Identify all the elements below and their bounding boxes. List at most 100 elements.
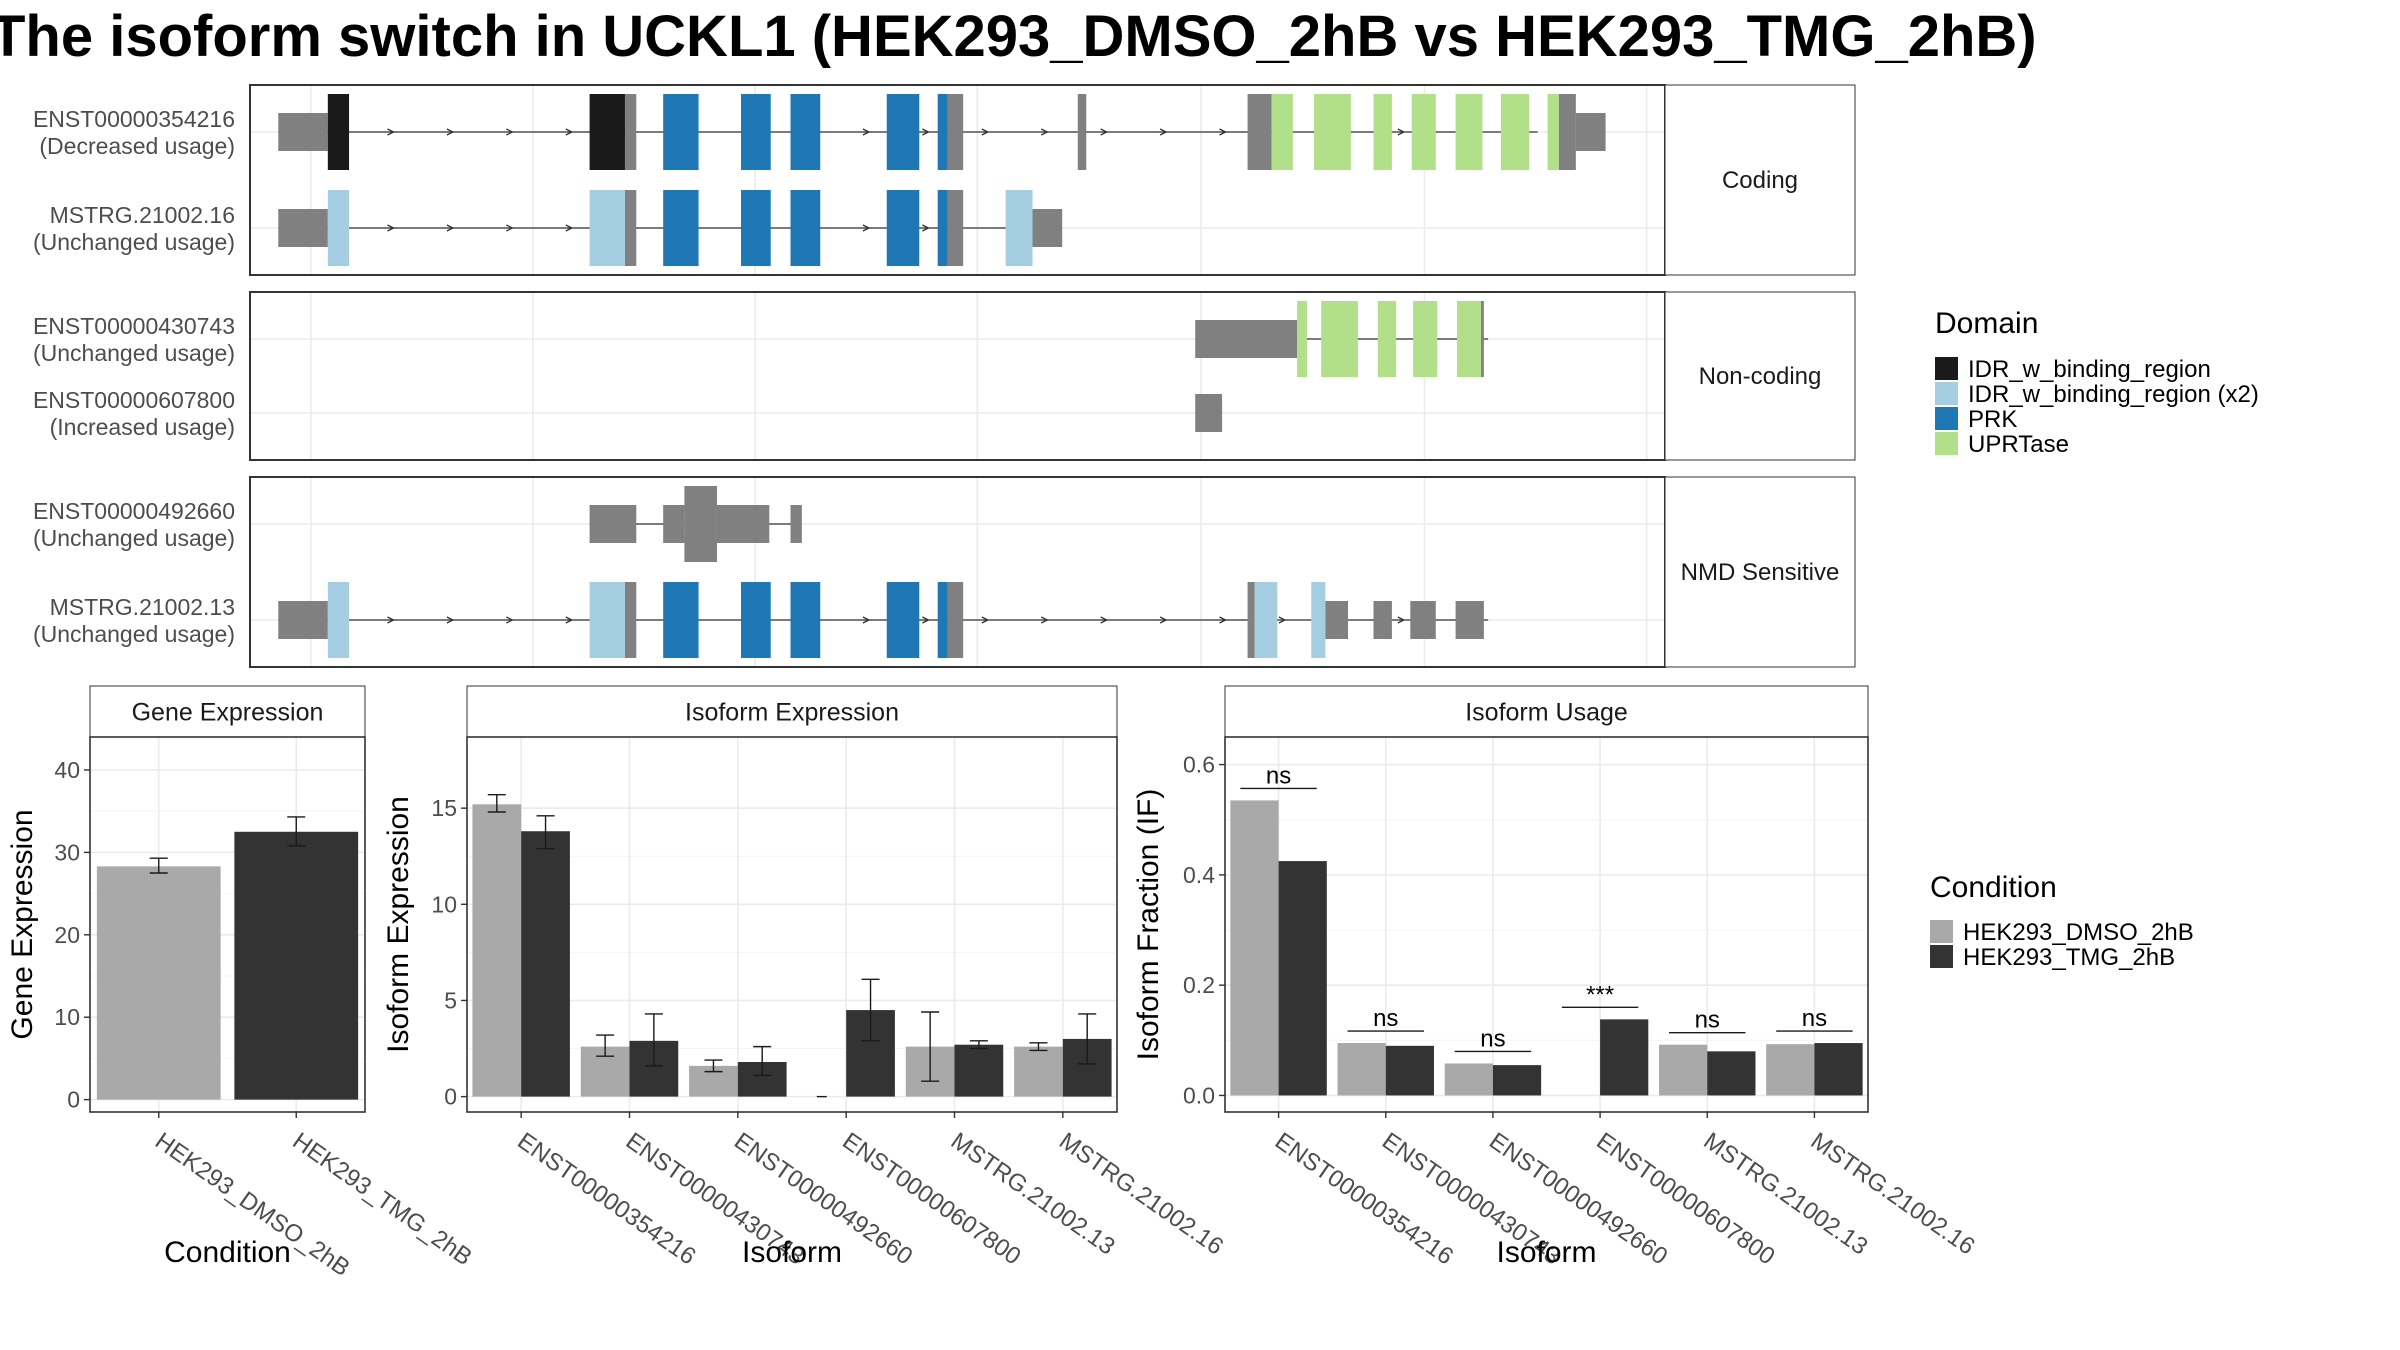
significance-label: ns [1802,1005,1827,1032]
exon-block [1575,113,1606,151]
strand-arrow [387,224,395,232]
domain-block [741,190,771,266]
significance-label: ns [1266,762,1291,789]
domain-block [886,94,920,170]
domain-block [1254,582,1278,658]
y-tick-label: 0 [67,1087,80,1113]
strand-arrow [1159,128,1168,136]
domain-block [1271,94,1293,170]
domain-block [1377,301,1397,377]
chart-border [89,736,366,1113]
domain-block [886,582,920,658]
exon-block [278,113,328,151]
bar [1814,1043,1863,1096]
exon-block [947,582,964,658]
strand-arrow [1219,128,1227,136]
domain-block [663,94,699,170]
domain-block [1005,190,1033,266]
transcript-id: ENST00000430743 [33,313,235,339]
transcript-usage: (Unchanged usage) [33,525,235,551]
exon-block [1077,94,1087,170]
domain-block [790,190,821,266]
legend-label: IDR_w_binding_region (x2) [1968,381,2259,408]
bar [521,831,570,1097]
domain-block [1411,94,1436,170]
strand-arrow [506,128,514,136]
y-axis-label: Gene Expression [6,809,39,1039]
strand-arrow [922,128,930,136]
exon-block [790,505,802,543]
transcript-usage: (Increased usage) [50,414,235,440]
transcript-id: ENST00000492660 [33,498,235,524]
transcript-usage: (Unchanged usage) [33,621,235,647]
panel-strip [1664,291,1856,461]
bar [1600,1019,1649,1096]
exon-block [1247,94,1272,170]
bar [1337,1043,1386,1096]
domain-block [327,582,350,658]
y-tick-label: 10 [431,891,457,917]
x-tick-label: ENST00000354216 [1270,1127,1458,1270]
exon-block [624,190,637,266]
strand-arrow [862,128,871,136]
y-axis-label: Isoform Expression [382,796,415,1053]
exon-block [589,505,637,543]
strand-arrow [1040,616,1049,624]
chart-title: Isoform Usage [1465,699,1628,727]
domain-block [589,94,625,170]
domain-block [1321,301,1358,377]
bar [1659,1044,1708,1096]
bar [234,831,359,1100]
exon-block [278,209,328,247]
exon-block [947,94,964,170]
panel-strip [1664,84,1856,276]
bar [1492,1065,1542,1096]
strand-arrow [1397,128,1406,136]
bar [1278,861,1327,1096]
significance-label: ns [1373,1005,1398,1032]
exon-block [278,601,328,639]
domain-block [937,190,948,266]
domain-block [327,190,350,266]
strand-arrow [1100,128,1109,136]
legend-label: IDR_w_binding_region [1968,356,2211,383]
domain-block [790,582,821,658]
strand-arrow [862,224,871,232]
bar [1444,1063,1493,1096]
transcript-usage: (Decreased usage) [39,133,235,159]
x-tick-label: ENST00000354216 [512,1127,700,1270]
legend-key [1935,382,1958,405]
significance-label: *** [1586,981,1614,1008]
panel-strip-label: NMD Sensitive [1681,559,1840,586]
transcript-id: MSTRG.21002.13 [50,594,235,620]
bar [1385,1045,1434,1096]
strand-arrow [922,224,930,232]
x-tick-label: ENST00000607800 [837,1127,1025,1270]
domain-block [1413,301,1438,377]
domain-block [663,190,699,266]
y-tick-label: 0.2 [1183,972,1215,998]
y-tick-label: 0 [444,1084,457,1110]
exon-block [1455,601,1484,639]
exon-block [1195,394,1223,432]
transcript-id: ENST00000354216 [33,106,235,132]
domain-block [1311,582,1326,658]
strand-arrow [1397,616,1406,624]
bar [954,1044,1004,1097]
y-tick-label: 20 [54,922,80,948]
y-tick-label: 0.0 [1183,1082,1215,1108]
domain-legend: Domain IDR_w_binding_regionIDR_w_binding_… [1935,307,2259,458]
domain-block [589,190,625,266]
transcript-usage: (Unchanged usage) [33,229,235,255]
x-axis-label: Condition [164,1236,291,1269]
significance-label: ns [1695,1007,1720,1034]
legend-key [1935,432,1958,455]
strand-arrow [1159,616,1168,624]
chart-strip [466,685,1118,738]
strand-arrow [506,616,514,624]
exon-block [1032,209,1063,247]
exon-block [947,190,964,266]
strand-arrow [1100,616,1109,624]
